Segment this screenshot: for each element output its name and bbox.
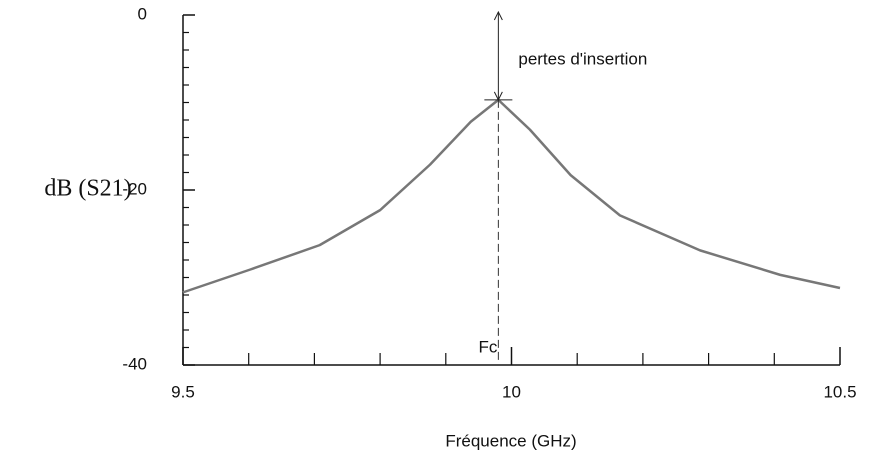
x-tick-label: 9.5 [171, 382, 195, 401]
y-tick-label: -40 [122, 354, 147, 373]
y-tick-label: 0 [138, 4, 147, 23]
line-series [182, 98, 841, 294]
y-axis-label: dB (S21) [44, 176, 131, 202]
x-tick-label: 10.5 [823, 382, 856, 401]
x-axis-label: Fréquence (GHz) [445, 431, 576, 450]
annotation: Fc [478, 337, 497, 356]
annotation: pertes d'insertion [518, 49, 647, 68]
x-tick-label: 10 [502, 382, 521, 401]
arrow-head [493, 10, 503, 21]
y-tick-label: -20 [122, 179, 147, 198]
